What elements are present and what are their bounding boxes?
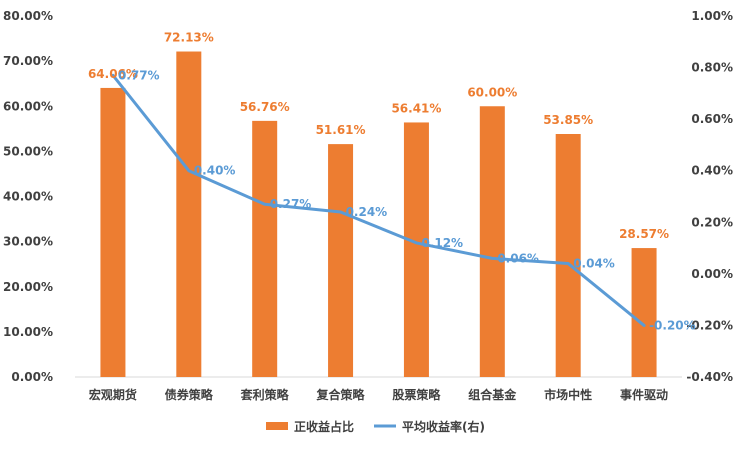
line-path — [111, 73, 646, 327]
bar-data-label: 64.06% — [88, 67, 138, 81]
x-axis-tick-label: 复合策略 — [316, 387, 366, 402]
bar — [479, 106, 505, 377]
x-axis-tick-label: 市场中性 — [544, 387, 592, 402]
line-series — [111, 73, 646, 327]
x-axis-labels: 宏观期货 债券策略 套利策略 复合策略 股票策略 组合基金 市场中性 事件驱动 — [89, 387, 668, 402]
line-data-label: 0.04% — [573, 257, 615, 271]
line-data-labels: 0.77% 0.40% 0.27% 0.24% 0.12% 0.06% 0.04% -0.20… — [118, 68, 696, 332]
left-axis-tick-label: 80.00% — [3, 9, 53, 23]
legend: 正收益占比 平均收益率(右) — [266, 419, 485, 434]
bar — [555, 134, 581, 377]
x-axis-tick-label: 事件驱动 — [620, 387, 668, 402]
bar-data-label: 60.00% — [467, 85, 517, 99]
bar-data-label: 56.76% — [240, 100, 290, 114]
bar — [631, 248, 657, 377]
right-axis-tick-label: 1.00% — [691, 9, 733, 23]
bar — [100, 87, 126, 377]
right-axis-tick-label: -0.20% — [686, 318, 733, 332]
right-axis-tick-label: 0.00% — [691, 267, 733, 281]
left-axis-tick-label: 10.00% — [3, 325, 53, 339]
line-data-label: 0.12% — [421, 236, 463, 250]
bar-data-label: 53.85% — [543, 113, 593, 127]
line-data-label: 0.27% — [270, 197, 312, 211]
bar-data-label: 28.57% — [619, 227, 669, 241]
x-axis-tick-label: 组合基金 — [468, 387, 517, 402]
line-data-label: 0.77% — [118, 68, 160, 82]
line-data-label: 0.40% — [194, 164, 236, 178]
x-axis-tick-label: 债券策略 — [165, 387, 214, 402]
bar — [328, 144, 354, 377]
line-data-label: -0.20% — [649, 318, 696, 332]
left-axis-tick-label: 40.00% — [3, 190, 53, 204]
right-axis-tick-label: 0.20% — [691, 215, 733, 229]
left-axis-tick-label: 50.00% — [3, 144, 53, 158]
x-axis-tick-label: 套利策略 — [240, 387, 290, 402]
bar-data-label: 72.13% — [164, 31, 214, 45]
left-axis-tick-label: 60.00% — [3, 99, 53, 113]
bar-data-labels: 64.06% 72.13% 56.76% 51.61% 56.41% 60.00% 53.8… — [88, 31, 669, 242]
left-axis-tick-label: 70.00% — [3, 54, 53, 68]
left-axis-tick-label: 0.00% — [11, 370, 53, 384]
line-data-label: 0.06% — [497, 251, 539, 265]
bar — [252, 120, 278, 378]
right-axis-tick-label: 0.40% — [691, 164, 733, 178]
bar — [403, 122, 429, 377]
left-axis-tick-label: 20.00% — [3, 280, 53, 294]
left-axis: 0.00% 10.00% 20.00% 30.00% 40.00% 50.00% 60.00… — [3, 9, 53, 384]
right-axis-tick-label: -0.40% — [686, 370, 733, 384]
legend-swatch-bar — [266, 422, 288, 430]
left-axis-tick-label: 30.00% — [3, 235, 53, 249]
right-axis-tick-label: 0.80% — [691, 61, 733, 75]
right-axis-tick-label: 0.60% — [691, 112, 733, 126]
x-axis-tick-label: 股票策略 — [392, 387, 441, 402]
x-axis-tick-label: 宏观期货 — [89, 387, 137, 402]
bar — [176, 51, 202, 378]
bar-data-label: 51.61% — [316, 123, 366, 137]
line-data-label: 0.24% — [346, 205, 388, 219]
legend-label: 平均收益率(右) — [402, 419, 485, 434]
bar-series — [100, 51, 657, 378]
bar-data-label: 56.41% — [391, 101, 441, 115]
legend-label: 正收益占比 — [294, 419, 354, 434]
right-axis: -0.40% -0.20% 0.00% 0.20% 0.40% 0.60% 0.80% 1.0… — [686, 9, 733, 384]
